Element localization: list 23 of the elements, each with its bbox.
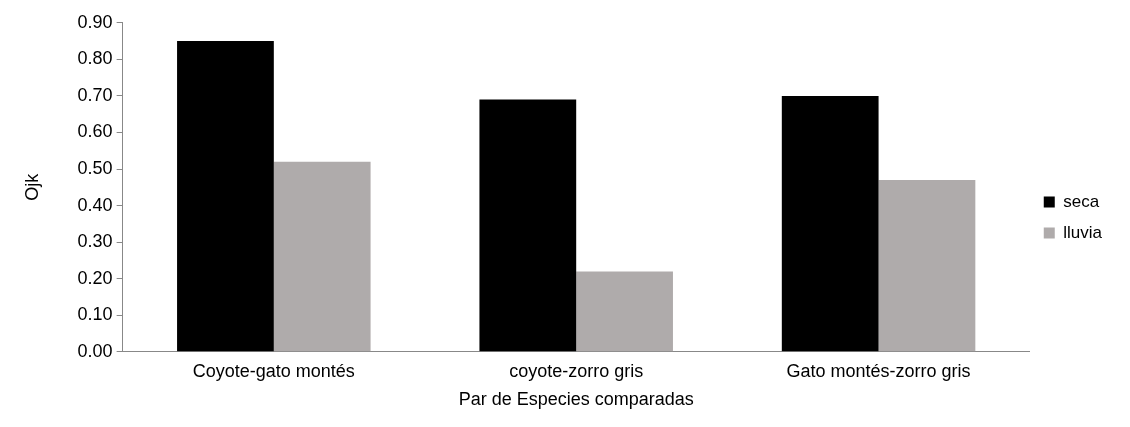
x-tick-label: Gato montés-zorro gris xyxy=(786,360,971,381)
y-tick-label: 0.90 xyxy=(77,11,113,32)
bar xyxy=(576,271,673,352)
bar xyxy=(878,179,976,352)
x-tick-label: Coyote-gato montés xyxy=(192,360,355,381)
y-tick-label: 0.50 xyxy=(77,157,113,178)
y-tick-label: 0.60 xyxy=(77,121,113,142)
y-tick-label: 0.70 xyxy=(77,84,113,105)
bar xyxy=(781,95,879,352)
bar xyxy=(177,41,274,352)
y-tick-label: 0.80 xyxy=(77,48,113,69)
legend-label: seca xyxy=(1063,191,1100,211)
legend-label: lluvia xyxy=(1063,222,1103,242)
y-tick-label: 0.20 xyxy=(77,267,113,288)
y-tick-label: 0.10 xyxy=(77,304,113,325)
bar xyxy=(479,99,577,352)
y-tick-label: 0.00 xyxy=(77,340,113,361)
x-axis-title: Par de Especies comparadas xyxy=(458,389,694,410)
bar xyxy=(273,161,371,352)
y-tick-label: 0.30 xyxy=(77,231,113,252)
y-tick-label: 0.40 xyxy=(77,194,113,215)
x-tick-label: coyote-zorro gris xyxy=(509,360,644,381)
y-axis-title: Ojk xyxy=(21,172,42,201)
